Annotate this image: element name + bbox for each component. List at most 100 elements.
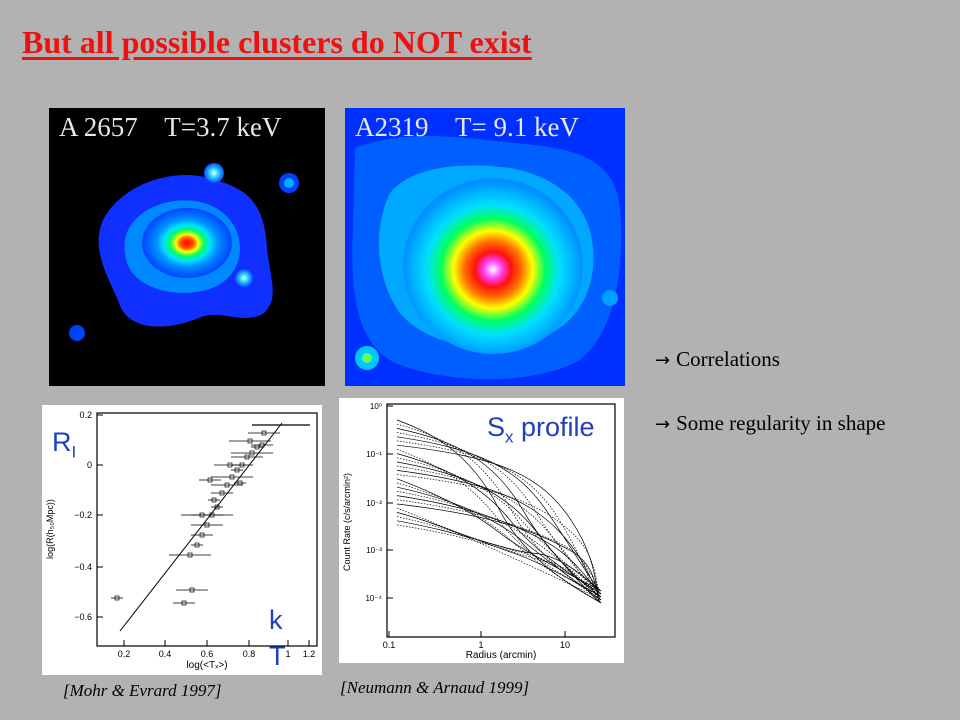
- data-point: [219, 490, 225, 496]
- y-tick-label: 10⁰: [370, 402, 382, 411]
- data-point: [259, 442, 265, 448]
- x-tick-label: 0.4: [159, 649, 172, 659]
- profile-curve: [396, 512, 602, 598]
- x-tick-label: 0.2: [118, 649, 131, 659]
- profile-curve: [396, 470, 602, 598]
- profile-curve: [396, 516, 602, 595]
- data-point: [207, 477, 213, 483]
- y-tick-label: −0.2: [74, 510, 92, 520]
- slide-title: But all possible clusters do NOT exist: [22, 24, 532, 60]
- data-point: [244, 454, 250, 460]
- data-point: [247, 438, 253, 444]
- bullet-text: Some regularity in shape: [676, 411, 886, 435]
- t-label: T: [269, 641, 286, 671]
- bullet-regularity: → Some regularity in shape: [655, 411, 885, 436]
- profile-curve: [396, 457, 602, 592]
- data-point: [199, 512, 205, 518]
- data-point: [189, 587, 195, 593]
- x-tick-label: 1: [478, 640, 483, 650]
- x-ticks: 0.1 1 10: [383, 631, 570, 650]
- cluster-label-a2319: A2319 T= 9.1 keV: [355, 112, 579, 143]
- data-point: [214, 504, 220, 510]
- sx-profile-label: Sx profile: [487, 412, 595, 447]
- profile-curve: [396, 482, 602, 604]
- r-label: RI: [52, 427, 76, 462]
- y-tick-label: 0: [87, 460, 92, 470]
- data-point: [181, 600, 187, 606]
- fit-line: [119, 422, 283, 632]
- surface-brightness-figure: Count Rate (c/s/arcmin²) Radius (arcmin)…: [342, 402, 616, 661]
- size-temperature-figure: log(R(h₅₀Mpc)) log(<Tₓ>) 0.2 0 −0.2 −0.4 −0.…: [45, 410, 318, 671]
- data-point: [114, 595, 120, 601]
- data-point: [194, 542, 200, 548]
- profile-curve: [396, 440, 602, 604]
- profile-curve: [396, 436, 602, 592]
- y-tick-label: 10⁻⁴: [365, 594, 382, 603]
- cluster-image-a2319: A2319 T= 9.1 keV: [345, 108, 625, 386]
- x-ticks: 0.2 0.4 0.6 0.8 1 1.2: [118, 640, 315, 659]
- profile-curve: [396, 495, 602, 595]
- cluster-name: A 2657: [59, 112, 138, 142]
- y-tick-label: 10⁻³: [366, 546, 382, 555]
- profile-curve: [396, 474, 602, 595]
- data-point: [187, 552, 193, 558]
- x-tick-label: 10: [560, 640, 570, 650]
- y-tick-label: −0.4: [74, 562, 92, 572]
- y-tick-label: −0.6: [74, 612, 92, 622]
- data-point: [229, 474, 235, 480]
- x-tick-label: 1: [285, 649, 290, 659]
- data-point: [234, 467, 240, 473]
- cluster-temperature: T= 9.1 keV: [455, 112, 579, 142]
- r-symbol: R: [52, 427, 72, 457]
- profile-curve: [396, 524, 602, 604]
- data-point: [237, 480, 243, 486]
- data-point: [211, 497, 217, 503]
- data-points: [111, 424, 310, 606]
- caption-mohr: [Mohr & Evrard 1997]: [63, 681, 222, 700]
- s-symbol: S: [487, 412, 506, 442]
- data-point: [224, 482, 230, 488]
- y-ticks: 0.2 0 −0.2 −0.4 −0.6: [74, 410, 103, 622]
- k-label: k: [269, 605, 283, 635]
- cluster-map-a2657: [49, 108, 325, 386]
- profile-curve: [396, 428, 602, 598]
- profile-curve: [396, 444, 602, 601]
- arrow-icon: →: [655, 350, 671, 371]
- plot-frame: [96, 412, 318, 647]
- profile-curves: [396, 419, 602, 604]
- data-point: [227, 462, 233, 468]
- profile-word: profile: [513, 412, 595, 442]
- profile-curve: [396, 465, 602, 601]
- s-subscript: x: [505, 427, 514, 447]
- profile-curve: [396, 486, 602, 601]
- y-tick-label: 0.2: [79, 410, 92, 420]
- y-axis-label: Count Rate (c/s/arcmin²): [342, 473, 352, 571]
- x-axis-label: Radius (arcmin): [466, 650, 537, 661]
- y-axis-label: log(R(h₅₀Mpc)): [45, 499, 55, 559]
- data-point: [204, 522, 210, 528]
- caption-neumann: [Neumann & Arnaud 1999]: [340, 678, 530, 697]
- profile-curve: [396, 453, 602, 595]
- profile-curve: [396, 507, 602, 601]
- profile-curve: [396, 419, 602, 604]
- r-subscript: I: [71, 442, 77, 462]
- x-tick-label: 0.8: [243, 649, 256, 659]
- cluster-image-a2657: A 2657 T=3.7 keV: [49, 108, 325, 386]
- profile-curve: [396, 499, 602, 592]
- data-point: [261, 430, 267, 436]
- profile-curve: [396, 520, 602, 592]
- data-point: [199, 532, 205, 538]
- bullet-correlations: → Correlations: [655, 347, 780, 372]
- size-temperature-plot: log(R(h₅₀Mpc)) log(<Tₓ>) 0.2 0 −0.2 −0.4 −0.…: [42, 405, 322, 675]
- bullet-text: Correlations: [676, 347, 780, 371]
- cluster-name: A2319: [355, 112, 429, 142]
- x-axis-label: log(<Tₓ>): [186, 660, 227, 671]
- cluster-map-a2319: [345, 108, 625, 386]
- profile-curve: [396, 432, 602, 595]
- cluster-temperature: T=3.7 keV: [164, 112, 282, 142]
- plot-frame: [386, 403, 616, 638]
- data-point: [249, 450, 255, 456]
- surface-brightness-plot: Count Rate (c/s/arcmin²) Radius (arcmin)…: [339, 398, 624, 663]
- x-tick-label: 0.1: [383, 640, 396, 650]
- y-tick-label: 10⁻¹: [366, 450, 382, 459]
